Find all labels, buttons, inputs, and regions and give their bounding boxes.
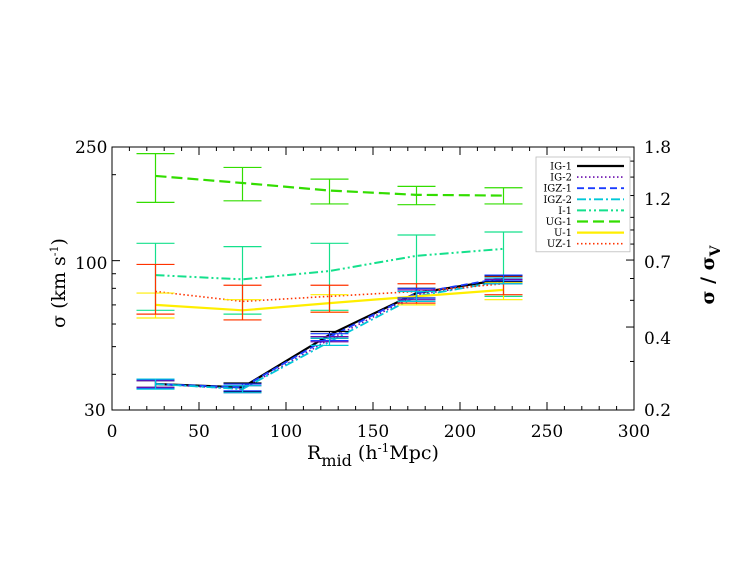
legend-label: U-1: [554, 228, 572, 239]
series-line-ug-1: [155, 174, 504, 197]
x-tick-label: 50: [188, 422, 210, 442]
x-axis-title: Rmid (h-1Mpc): [307, 441, 439, 470]
y-axis-title: σ (km s-1): [48, 238, 70, 328]
x-axis-title-sup: -1: [378, 441, 390, 455]
x-tick-label: 0: [107, 422, 118, 442]
x-tick-label: 300: [618, 422, 650, 442]
y-tick-label: 30: [84, 401, 106, 421]
y2-tick-label: 1.8: [644, 138, 671, 158]
x-tick-label: 150: [357, 422, 389, 442]
x-axis-title-tail: Mpc): [389, 442, 439, 464]
x-axis-title-sub: mid: [321, 451, 352, 470]
series-line-i-1: [155, 247, 504, 281]
x-tick-label: 200: [444, 422, 476, 442]
x-axis-title-rest: (h: [352, 442, 378, 464]
y2-axis-title: σ / σV: [697, 244, 724, 304]
x-axis-title-main: R: [307, 442, 322, 464]
y-tick-label: 250: [75, 138, 107, 158]
legend-label: IGZ-2: [543, 195, 572, 206]
series-line-igz-2: [155, 279, 504, 391]
y-axis-title-main: σ (km s: [48, 256, 70, 328]
legend-label: UG-1: [546, 217, 572, 228]
y2-axis-title-sub: V: [708, 244, 724, 257]
x-tick-label: 250: [531, 422, 563, 442]
x-tick-label: 100: [270, 422, 302, 442]
legend-label: IG-2: [550, 173, 572, 184]
y2-tick-label: 0.2: [644, 401, 671, 421]
legend-label: IG-1: [550, 162, 572, 173]
y2-tick-label: 0.7: [644, 253, 671, 273]
y2-axis-title-main: σ / σ: [697, 256, 719, 304]
y2-tick-label: 1.2: [644, 190, 671, 210]
y-axis-title-tail: ): [48, 238, 70, 245]
legend-label: IGZ-1: [543, 184, 572, 195]
legend-box: [535, 156, 631, 253]
legend-label: I-1: [558, 206, 572, 217]
legend-label: UZ-1: [547, 239, 572, 250]
y2-tick-label: 0.4: [644, 329, 671, 349]
y-axis-title-sup: -1: [48, 245, 61, 256]
y-tick-label: 100: [75, 254, 107, 274]
